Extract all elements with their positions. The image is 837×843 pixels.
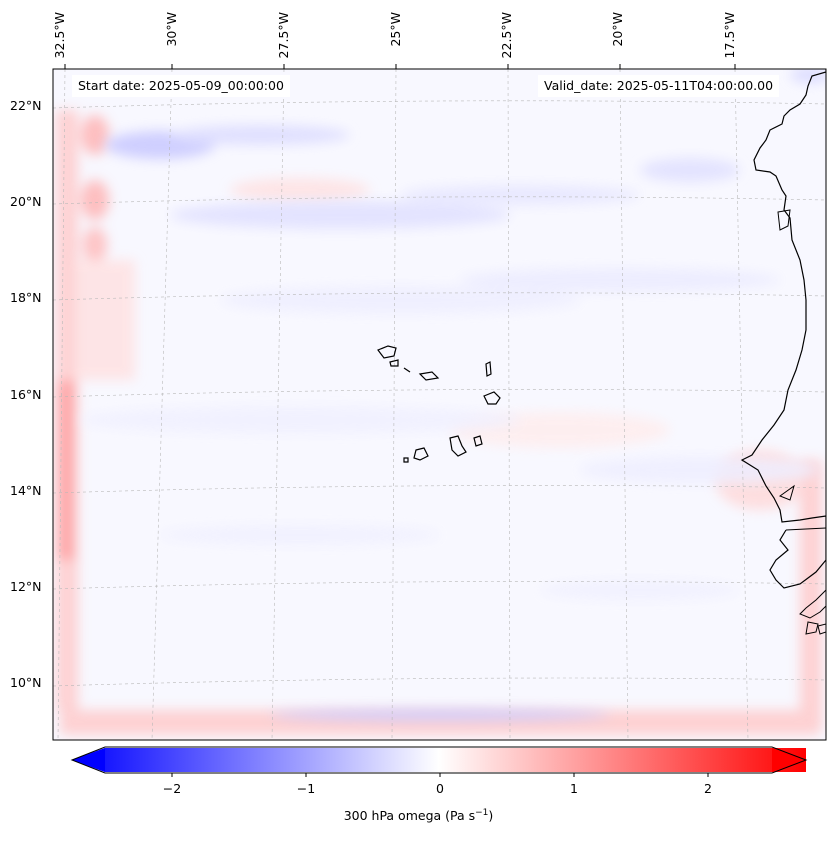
lon-label-30w: 30°W (164, 12, 179, 47)
lon-label-25w: 25°W (388, 12, 403, 47)
lon-label-20w: 20°W (610, 12, 625, 47)
lon-label-22-5w: 22.5°W (499, 12, 514, 59)
lon-label-27-5w: 27.5°W (276, 12, 291, 59)
colorbar-tick: −1 (296, 781, 316, 796)
lon-label-32-5w: 32.5°W (52, 12, 67, 59)
colorbar (70, 746, 808, 777)
colorbar-tick: 2 (704, 781, 712, 796)
colorbar-label-close: ) (488, 808, 494, 824)
colorbar-label-exponent: −1 (475, 808, 489, 818)
africa-coastline (740, 69, 826, 589)
graticule (53, 69, 826, 740)
colorbar-label-text: 300 hPa omega (Pa s (343, 808, 476, 824)
omega-field (53, 69, 826, 740)
lat-label-22n: 22°N (10, 98, 42, 113)
colorbar-tick: 0 (436, 781, 444, 796)
lat-label-16n: 16°N (10, 387, 42, 402)
valid-date-label: Valid_date: 2025-05-11T04:00:00.00 (538, 75, 780, 97)
cabo-verde-islands (377, 345, 501, 463)
lat-label-20n: 20°N (10, 194, 42, 209)
colorbar-tick: −2 (162, 781, 182, 796)
lat-label-14n: 14°N (10, 483, 42, 498)
colorbar-tick: 1 (570, 781, 578, 796)
lat-label-18n: 18°N (10, 290, 42, 305)
map-frame (52, 68, 827, 741)
lat-label-10n: 10°N (10, 675, 42, 690)
colorbar-label: 300 hPa omega (Pa s−1) (0, 808, 837, 823)
lat-label-12n: 12°N (10, 579, 42, 594)
start-date-label: Start date: 2025-05-09_00:00:00 (72, 75, 290, 97)
lon-label-17-5w: 17.5°W (722, 12, 737, 59)
